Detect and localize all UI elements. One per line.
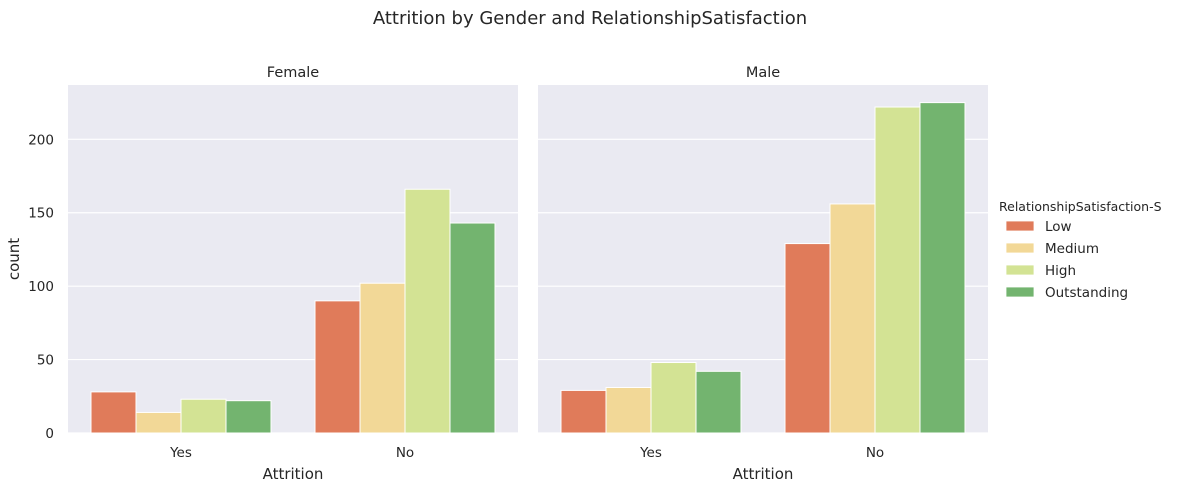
x-axis-label-male: Attrition (733, 465, 794, 483)
y-tick-50: 50 (37, 353, 54, 369)
bar-male-no-medium (829, 203, 876, 434)
legend-label-low: Low (1045, 219, 1072, 235)
legend-items: Low Medium High Outstanding (1005, 219, 1128, 301)
y-tick-200: 200 (28, 132, 54, 148)
x-tick-male-yes: Yes (639, 445, 662, 461)
bar-female-no-medium (359, 282, 406, 434)
x-tick-male-no: No (866, 445, 884, 461)
legend-swatch-outstanding (1005, 286, 1035, 298)
x-axis-label-female: Attrition (263, 465, 324, 483)
bars-female (90, 188, 496, 434)
facet-male: Male Yes No Attrition (538, 65, 988, 483)
bar-female-yes-medium (135, 411, 182, 434)
bar-male-no-outstanding (919, 102, 966, 434)
legend-label-outstanding: Outstanding (1045, 285, 1128, 301)
facet-title-male: Male (746, 65, 780, 81)
x-tick-female-no: No (396, 445, 414, 461)
y-axis-label: count (5, 238, 23, 280)
bar-female-no-low (314, 300, 361, 434)
bar-male-no-high (874, 106, 921, 434)
legend-label-high: High (1045, 263, 1076, 279)
legend: RelationshipSatisfaction-S Low Medium High… (999, 199, 1162, 301)
chart-title: Attrition by Gender and RelationshipSati… (373, 8, 807, 29)
y-tick-100: 100 (28, 279, 54, 295)
bar-female-yes-low (90, 391, 137, 434)
x-tick-labels-female: Yes No (169, 445, 414, 461)
x-tick-female-yes: Yes (169, 445, 192, 461)
legend-title: RelationshipSatisfaction-S (999, 199, 1162, 214)
bars-male (560, 102, 966, 434)
x-tick-labels-male: Yes No (639, 445, 884, 461)
facet-female: Female Yes No Attrition (68, 65, 518, 483)
y-tick-labels: 0 50 100 150 200 (28, 132, 54, 442)
bar-female-no-high (404, 188, 451, 434)
bar-male-no-low (784, 243, 831, 434)
bar-female-no-outstanding (449, 222, 496, 434)
y-tick-150: 150 (28, 206, 54, 222)
legend-swatch-medium (1005, 242, 1035, 254)
bar-male-yes-low (560, 389, 607, 434)
y-tick-0: 0 (45, 426, 54, 442)
legend-label-medium: Medium (1045, 241, 1099, 257)
bar-male-yes-outstanding (695, 370, 742, 434)
bar-female-yes-high (180, 398, 227, 434)
legend-swatch-high (1005, 264, 1035, 276)
bar-male-yes-high (650, 362, 697, 434)
legend-swatch-low (1005, 220, 1035, 232)
bar-female-yes-outstanding (225, 400, 272, 434)
bar-male-yes-medium (605, 386, 652, 434)
facet-title-female: Female (267, 65, 320, 81)
